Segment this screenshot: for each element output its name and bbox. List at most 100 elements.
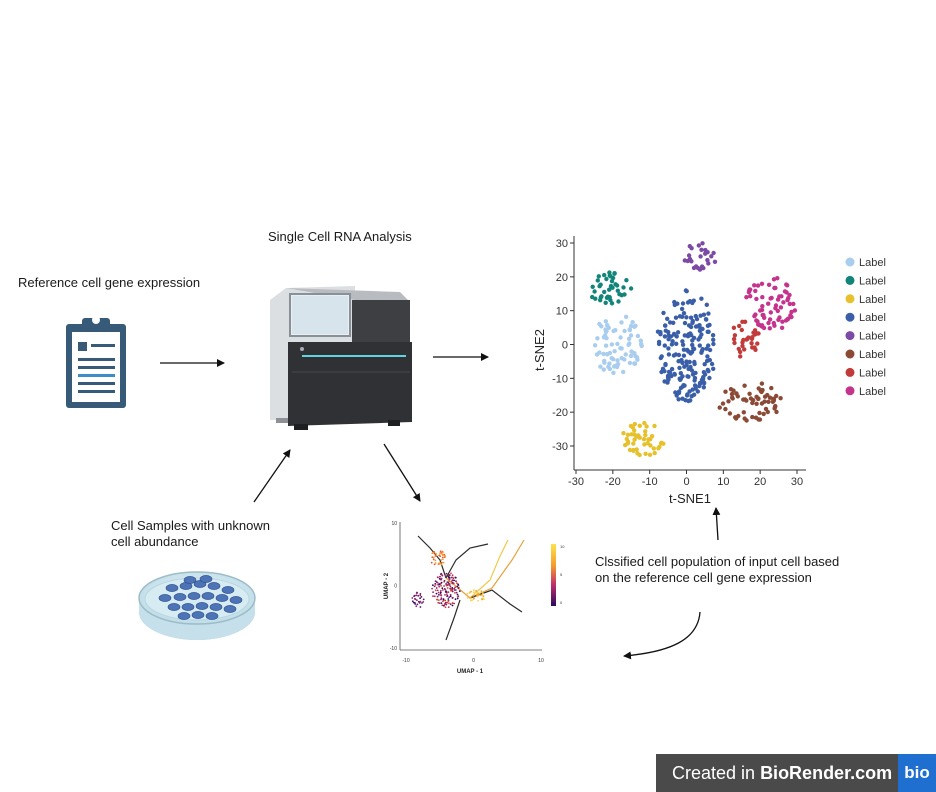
tsne-point — [753, 415, 759, 420]
biorender-badge[interactable]: Created in BioRender.com bio — [656, 754, 936, 792]
umap-point — [440, 563, 443, 566]
umap-point — [448, 574, 451, 576]
tsne-point — [655, 329, 661, 334]
legend-label: Label — [859, 331, 886, 343]
tsne-point — [627, 327, 632, 333]
tsne-point — [693, 264, 699, 269]
tsne-point — [784, 282, 789, 287]
tsne-point — [673, 315, 679, 320]
umap-point — [436, 589, 439, 592]
legend-swatch — [845, 275, 855, 285]
tsne-point — [748, 294, 753, 299]
tsne-point — [602, 358, 607, 364]
tsne-point — [754, 296, 759, 302]
tsne-point — [731, 325, 737, 330]
tsne-point — [687, 359, 692, 365]
umap-y-tick-label: 0 — [394, 584, 397, 590]
umap-point — [447, 591, 449, 594]
tsne-point — [690, 320, 695, 325]
umap-point — [437, 576, 439, 579]
tsne-point — [731, 336, 737, 342]
umap-point — [482, 592, 484, 595]
umap-colorbar — [551, 544, 556, 606]
umap-point — [478, 592, 481, 595]
tsne-point — [666, 333, 671, 338]
tsne-x-tick-label: -20 — [605, 476, 621, 488]
tsne-point — [609, 279, 615, 284]
umap-point — [432, 556, 435, 559]
umap-point — [454, 586, 456, 589]
arrow-curved-to-umap — [623, 611, 701, 660]
tsne-point — [704, 358, 710, 364]
umap-point — [417, 594, 420, 597]
tsne-point — [698, 313, 703, 318]
tsne-point — [662, 343, 667, 348]
tsne-point — [603, 300, 608, 305]
tsne-point — [762, 315, 767, 320]
tsne-x-tick-label: -30 — [568, 476, 584, 488]
tsne-point — [647, 452, 653, 457]
tsne-point — [690, 300, 695, 306]
tsne-point — [791, 301, 796, 307]
tsne-point — [599, 294, 604, 299]
legend-label: Label — [859, 294, 886, 306]
umap-point — [449, 595, 452, 598]
tsne-point — [751, 398, 756, 403]
umap-point — [451, 582, 454, 585]
tsne-point — [686, 366, 691, 372]
tsne-point — [676, 390, 682, 396]
tsne-point — [744, 418, 749, 423]
umap-point — [472, 598, 475, 600]
tsne-point — [608, 283, 614, 289]
umap-point — [453, 587, 455, 590]
tsne-point — [627, 341, 632, 346]
tsne-point — [625, 439, 631, 444]
umap-point — [415, 605, 418, 608]
tsne-point — [752, 332, 758, 337]
tsne-point — [700, 347, 705, 352]
tsne-point — [686, 253, 692, 258]
umap-point — [439, 551, 442, 554]
dish-cell — [199, 575, 213, 583]
umap-point — [440, 559, 443, 561]
umap-point — [444, 574, 447, 577]
tsne-point — [753, 312, 758, 317]
tsne-y-label: t-SNE2 — [532, 329, 547, 371]
umap-point — [481, 594, 483, 597]
tsne-point — [656, 446, 661, 451]
tsne-point — [622, 357, 627, 362]
legend-label: Label — [859, 257, 886, 269]
umap-point — [472, 591, 475, 594]
legend-label: Label — [859, 367, 886, 379]
tsne-point — [772, 285, 777, 291]
tsne-x-tick-label: 20 — [754, 476, 766, 488]
tsne-point — [621, 369, 626, 375]
tsne-point — [789, 314, 794, 320]
tsne-point — [681, 311, 687, 316]
tsne-point — [666, 369, 672, 375]
tsne-point — [778, 305, 784, 310]
tsne-point — [675, 330, 681, 335]
umap-point — [443, 603, 446, 606]
tsne-point — [734, 391, 739, 396]
tsne-point — [672, 371, 677, 377]
tsne-point — [759, 307, 765, 313]
dish-cell — [167, 603, 181, 611]
umap-point — [449, 594, 452, 596]
tsne-point — [775, 308, 780, 314]
umap-x-tick-label: 0 — [472, 658, 475, 664]
tsne-point — [742, 319, 748, 324]
umap-point — [446, 601, 449, 604]
umap-trajectory — [417, 535, 447, 579]
umap-x-label: UMAP - 1 — [457, 669, 484, 675]
dish-cell — [207, 582, 221, 590]
tsne-point — [705, 367, 710, 373]
umap-point — [412, 601, 415, 604]
tsne-point — [773, 303, 779, 308]
umap-point — [440, 572, 443, 575]
tsne-point — [651, 446, 656, 451]
tsne-point — [687, 244, 692, 249]
umap-y-tick-label: 10 — [391, 521, 397, 527]
umap-point — [440, 594, 442, 596]
umap-point — [444, 591, 447, 593]
